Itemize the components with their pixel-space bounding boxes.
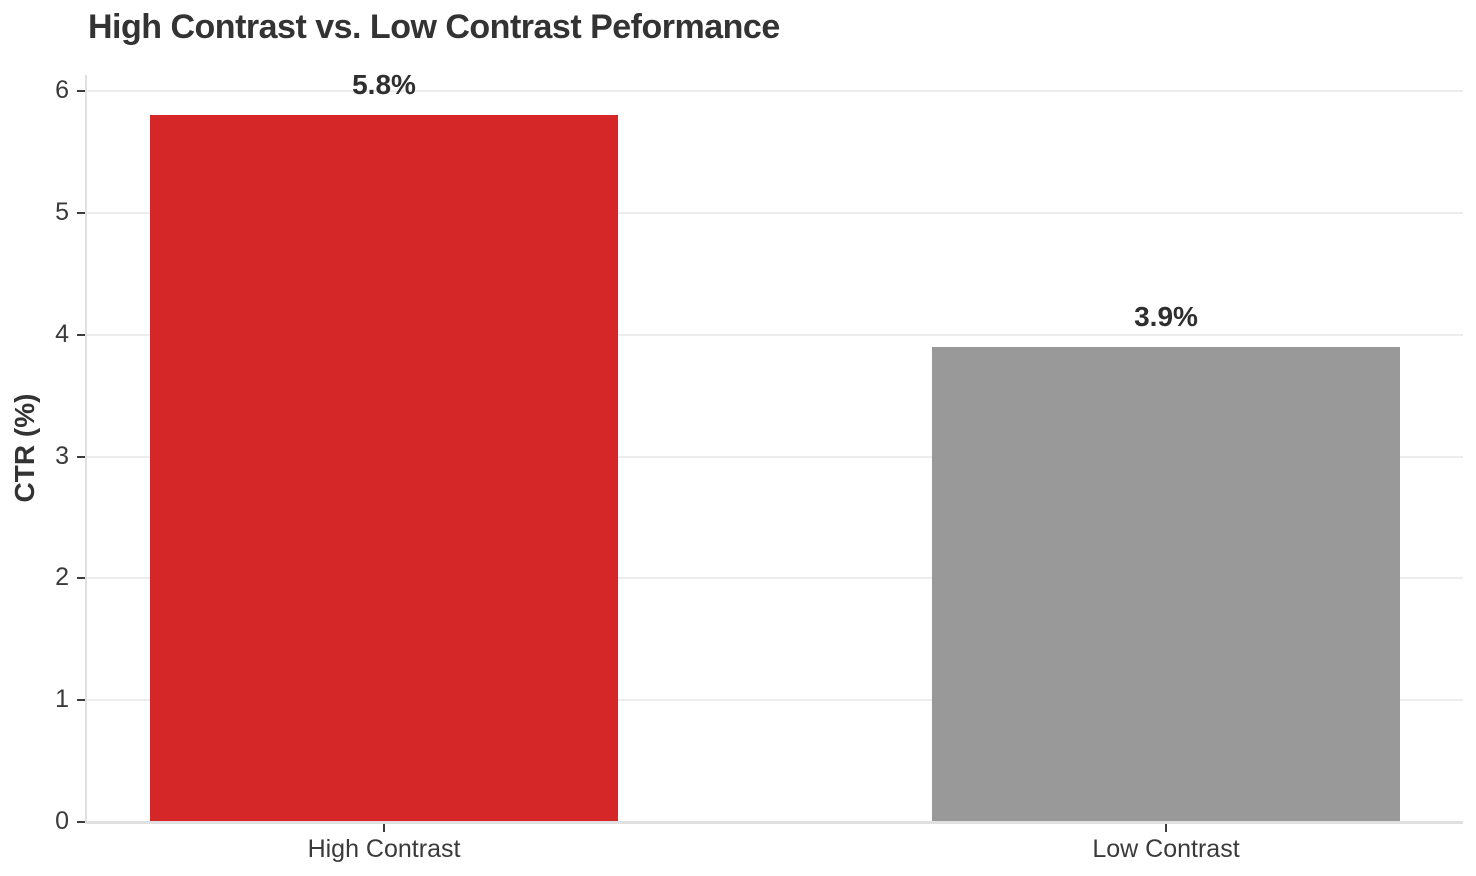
y-tick-label-5: 5 <box>55 197 69 226</box>
chart-title: High Contrast vs. Low Contrast Peformanc… <box>88 8 780 46</box>
gridline-y-4 <box>86 333 1463 336</box>
y-tick-label-4: 4 <box>55 319 69 348</box>
y-tick-label-1: 1 <box>55 685 69 714</box>
bar-high-contrast <box>150 115 618 822</box>
gridline-y-3 <box>86 455 1463 458</box>
x-tick-mark-1 <box>1165 823 1167 832</box>
y-tick-mark-0 <box>77 821 86 823</box>
x-tick-mark-0 <box>383 823 385 832</box>
bar-low-contrast <box>932 346 1400 822</box>
gridline-y-6 <box>86 90 1463 92</box>
y-tick-mark-5 <box>77 211 86 214</box>
y-tick-mark-3 <box>77 455 86 458</box>
y-tick-mark-6 <box>77 90 86 92</box>
y-tick-label-0: 0 <box>55 807 69 835</box>
y-tick-mark-1 <box>77 699 86 702</box>
gridline-y-1 <box>86 699 1463 702</box>
x-tick-label-0: High Contrast <box>307 835 461 863</box>
bar-value-label: 5.8% <box>352 69 416 101</box>
y-tick-label-6: 6 <box>55 76 69 104</box>
gridline-y-5 <box>86 211 1463 214</box>
y-tick-label-2: 2 <box>55 563 69 592</box>
y-tick-label-3: 3 <box>55 441 69 470</box>
x-tick-label-1: Low Contrast <box>1092 835 1240 863</box>
bar-value-label: 3.9% <box>1134 300 1198 332</box>
x-axis-line <box>85 821 1463 824</box>
y-axis-line <box>85 75 87 822</box>
gridline-y-2 <box>86 577 1463 580</box>
y-tick-mark-4 <box>77 333 86 336</box>
y-tick-mark-2 <box>77 577 86 580</box>
